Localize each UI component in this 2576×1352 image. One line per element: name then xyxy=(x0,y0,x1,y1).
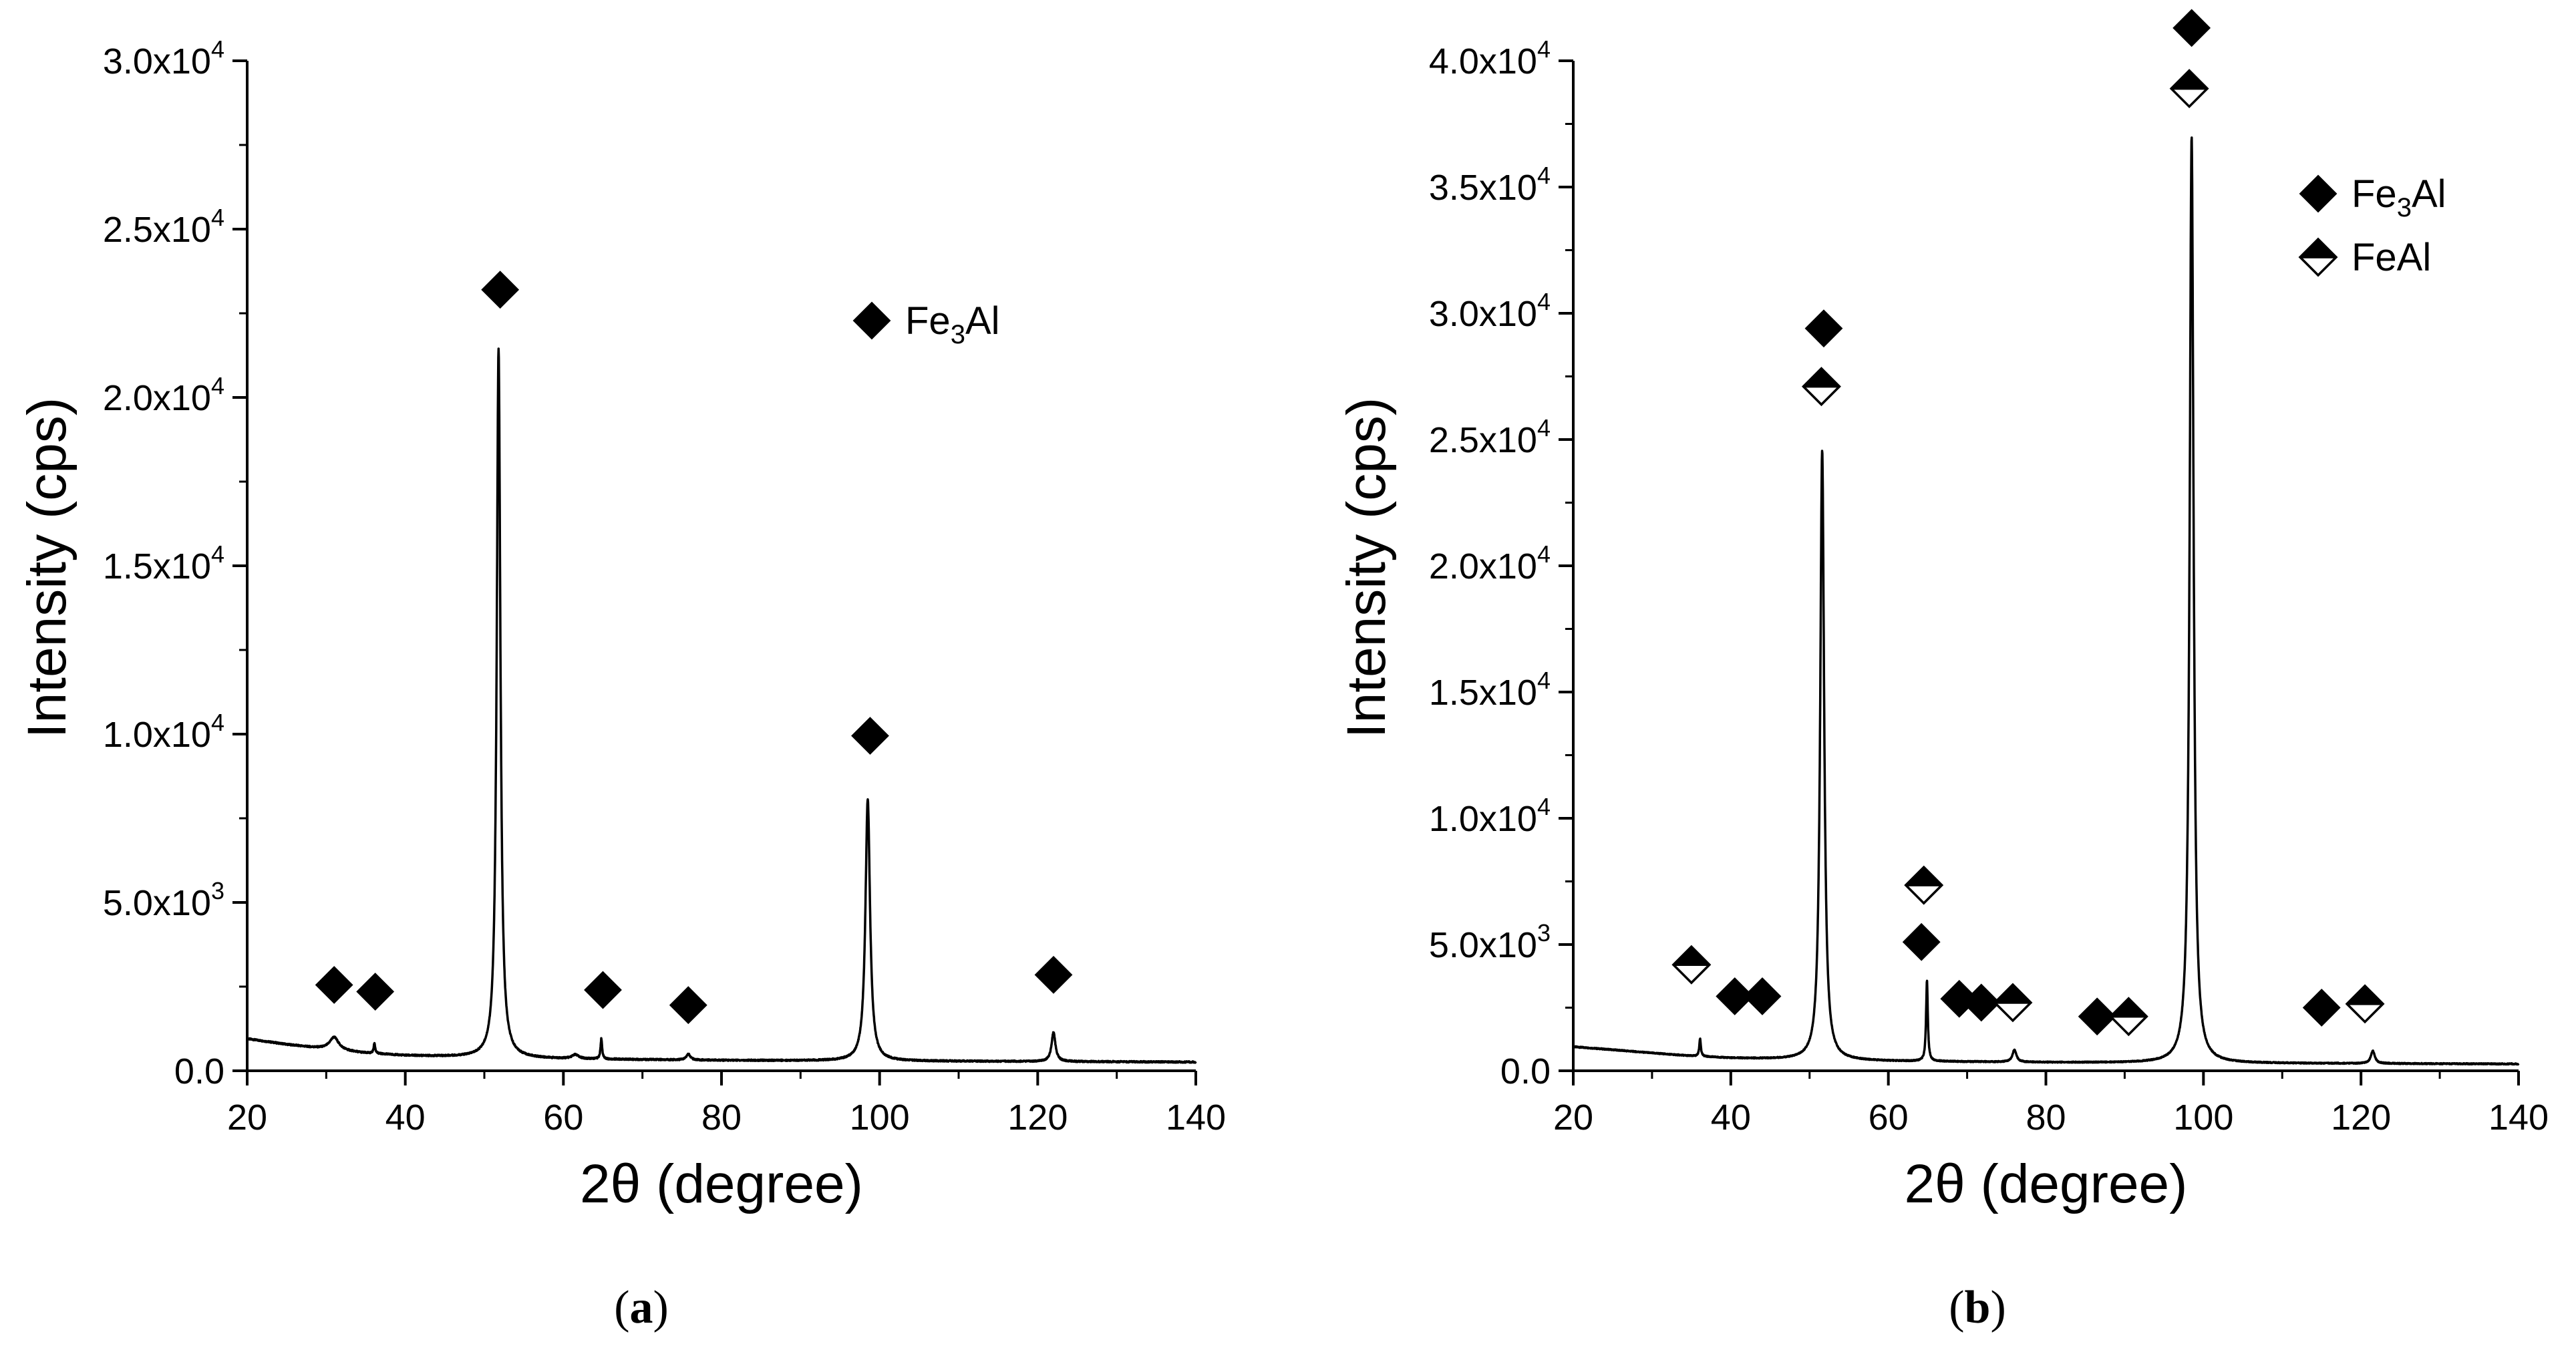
x-tick-label: 20 xyxy=(1553,1097,1593,1138)
y-tick-label: 2.5x104 xyxy=(103,204,224,250)
x-tick-label: 60 xyxy=(1869,1097,1909,1138)
fe3al-marker xyxy=(315,966,353,1004)
xrd-pattern-line xyxy=(1572,136,2520,1066)
fe3al-marker xyxy=(2302,989,2341,1027)
x-tick-label: 80 xyxy=(701,1097,742,1138)
legend-label: Fe3Al xyxy=(905,299,1000,349)
feal-marker xyxy=(1904,865,1944,905)
fe3al-marker xyxy=(2078,997,2116,1036)
x-tick-label: 60 xyxy=(543,1097,583,1138)
fe3al-marker xyxy=(1962,983,2001,1022)
y-tick-label: 1.5x104 xyxy=(1429,667,1551,713)
x-tick-label: 40 xyxy=(385,1097,426,1138)
y-tick-label: 1.5x104 xyxy=(103,540,224,586)
xrd-pattern-line xyxy=(246,347,1197,1064)
y-tick-label: 3.0x104 xyxy=(1429,288,1551,334)
feal-marker xyxy=(2169,69,2209,109)
x-tick-label: 100 xyxy=(850,1097,910,1138)
y-tick-label: 2.5x104 xyxy=(1429,414,1551,460)
fe3al-marker xyxy=(1804,309,1843,348)
y-tick-label: 4.0x104 xyxy=(1429,35,1551,81)
x-tick-label: 120 xyxy=(2331,1097,2391,1138)
y-tick-label: 0.0 xyxy=(174,1051,224,1091)
fe3al-marker xyxy=(584,971,622,1009)
x-tick-label: 120 xyxy=(1007,1097,1068,1138)
x-tick-label: 20 xyxy=(227,1097,267,1138)
legend-filled-diamond-symbol xyxy=(2299,174,2338,213)
feal-marker xyxy=(2108,997,2148,1037)
fe3al-marker xyxy=(1902,922,1941,961)
fe3al-marker xyxy=(356,973,395,1011)
feal-marker xyxy=(2345,984,2385,1024)
y-tick-label: 2.0x104 xyxy=(1429,540,1551,586)
panel-b: 20 40 60 80 100 120 140 0.0 5.0x103 1.0x104 1.5x10… xyxy=(1336,9,2549,1333)
y-tick-label: 3.5x104 xyxy=(1429,162,1551,208)
y-tick-label: 0.0 xyxy=(1500,1051,1551,1091)
legend-label: FeAl xyxy=(2352,236,2431,279)
caption-b: (b) xyxy=(1949,1282,2006,1333)
y-tick-label: 1.0x104 xyxy=(103,709,224,755)
y-tick-label: 1.0x104 xyxy=(1429,793,1551,839)
legend: Fe3Al xyxy=(852,299,1000,349)
y-axis-title: Intensity (cps) xyxy=(17,397,77,738)
fe3al-marker xyxy=(481,271,520,309)
legend-half-filled-diamond-symbol xyxy=(2298,237,2338,277)
feal-marker xyxy=(1801,367,1841,407)
feal-marker xyxy=(1671,945,1712,985)
fe3al-marker xyxy=(669,986,707,1025)
fe3al-marker xyxy=(2172,9,2211,47)
legend-filled-diamond-symbol xyxy=(852,301,891,340)
y-tick-label: 2.0x104 xyxy=(103,372,224,418)
x-axis-title: 2θ (degree) xyxy=(1905,1154,2188,1214)
y-tick-label: 5.0x103 xyxy=(103,877,224,923)
y-axis-title: Intensity (cps) xyxy=(1336,397,1397,738)
legend: Fe3Al FeAl xyxy=(2298,172,2446,279)
fe3al-marker xyxy=(1743,977,1782,1015)
x-tick-label: 40 xyxy=(1711,1097,1751,1138)
caption-a: (a) xyxy=(614,1282,669,1333)
y-tick-label: 5.0x103 xyxy=(1429,919,1551,965)
fe3al-marker xyxy=(1034,955,1073,994)
panel-a: 20 40 60 80 100 120 140 0.0 5.0x103 1.0x104 1.5x10… xyxy=(17,35,1226,1333)
y-tick-label: 3.0x104 xyxy=(103,35,224,81)
x-tick-label: 140 xyxy=(1166,1097,1226,1138)
fe3al-marker xyxy=(1716,977,1754,1015)
x-tick-label: 80 xyxy=(2026,1097,2066,1138)
x-axis-title: 2θ (degree) xyxy=(580,1154,863,1214)
x-tick-label: 100 xyxy=(2173,1097,2233,1138)
x-tick-label: 140 xyxy=(2488,1097,2549,1138)
fe3al-marker xyxy=(851,717,889,755)
legend-label: Fe3Al xyxy=(2352,172,2446,222)
feal-marker xyxy=(1993,983,2033,1023)
